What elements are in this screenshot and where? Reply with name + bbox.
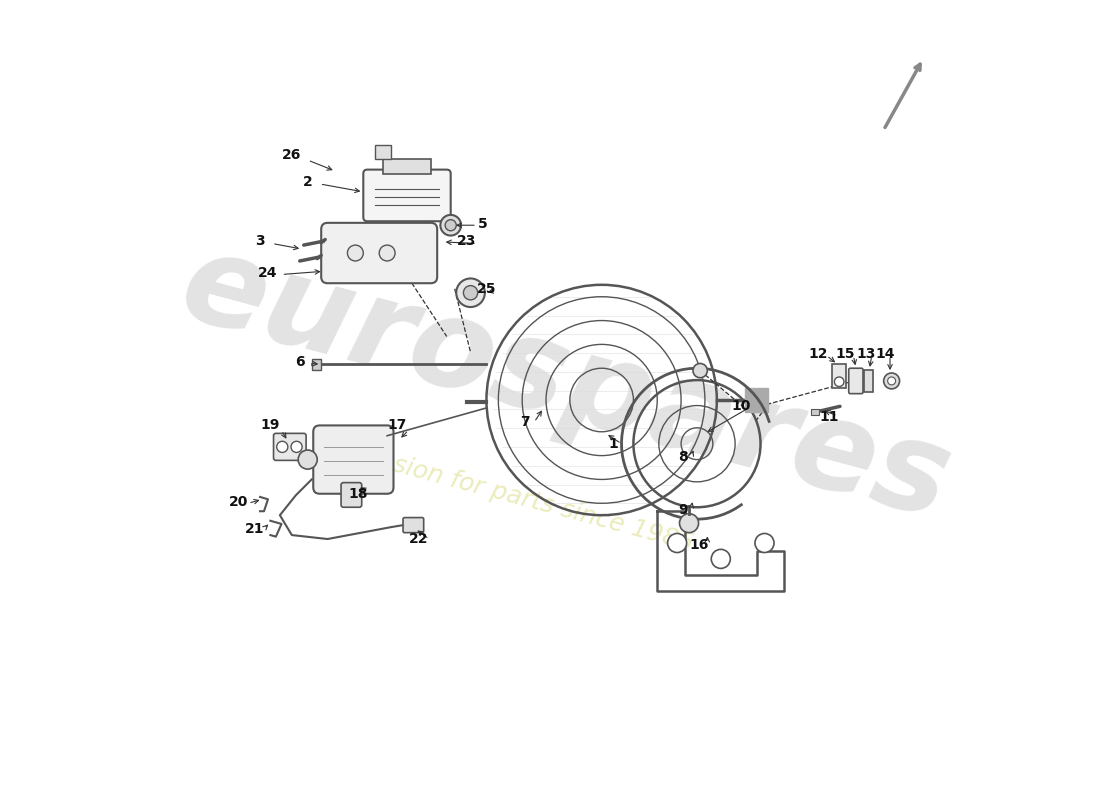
- Text: 20: 20: [229, 494, 249, 509]
- Circle shape: [440, 215, 461, 235]
- Text: 18: 18: [348, 486, 367, 501]
- Circle shape: [668, 534, 686, 553]
- Circle shape: [292, 442, 302, 453]
- Text: 17: 17: [388, 418, 407, 433]
- Text: 16: 16: [690, 538, 710, 551]
- FancyBboxPatch shape: [274, 434, 306, 460]
- Text: 13: 13: [857, 347, 876, 361]
- Circle shape: [712, 550, 730, 569]
- Circle shape: [456, 278, 485, 307]
- Circle shape: [298, 450, 317, 469]
- FancyBboxPatch shape: [321, 223, 437, 283]
- Circle shape: [835, 377, 844, 386]
- Circle shape: [463, 286, 477, 300]
- Text: 5: 5: [477, 217, 487, 230]
- Circle shape: [888, 377, 895, 385]
- FancyBboxPatch shape: [341, 482, 362, 507]
- Bar: [811, 409, 818, 415]
- Text: 9: 9: [679, 502, 689, 517]
- Text: a passion for parts since 1985: a passion for parts since 1985: [324, 435, 696, 556]
- Bar: [864, 370, 873, 392]
- Text: 24: 24: [258, 266, 277, 280]
- Bar: [311, 358, 321, 370]
- Text: 25: 25: [476, 282, 496, 296]
- Text: 23: 23: [456, 234, 476, 248]
- FancyBboxPatch shape: [403, 518, 424, 533]
- Text: 12: 12: [808, 347, 828, 361]
- FancyBboxPatch shape: [849, 368, 864, 394]
- Circle shape: [277, 442, 288, 453]
- Bar: [375, 145, 392, 159]
- Text: 2: 2: [302, 174, 312, 189]
- Circle shape: [446, 220, 456, 230]
- Text: 19: 19: [261, 418, 280, 433]
- Text: 8: 8: [679, 450, 689, 464]
- Circle shape: [680, 514, 698, 533]
- Circle shape: [348, 245, 363, 261]
- Bar: [383, 159, 431, 174]
- Circle shape: [379, 245, 395, 261]
- Text: 10: 10: [732, 399, 750, 414]
- Text: 1: 1: [608, 437, 618, 450]
- FancyBboxPatch shape: [314, 426, 394, 494]
- Text: 22: 22: [409, 532, 429, 546]
- FancyBboxPatch shape: [363, 170, 451, 222]
- Text: 26: 26: [282, 148, 301, 162]
- Bar: [745, 388, 769, 412]
- Circle shape: [693, 363, 707, 378]
- Text: 15: 15: [836, 347, 856, 361]
- Text: 7: 7: [520, 415, 529, 430]
- Bar: [832, 364, 846, 388]
- Text: 14: 14: [876, 347, 895, 361]
- Circle shape: [883, 373, 900, 389]
- Text: 6: 6: [295, 355, 305, 369]
- Text: 21: 21: [244, 522, 264, 536]
- Text: eurospares: eurospares: [168, 223, 964, 545]
- Text: 3: 3: [255, 234, 265, 248]
- Text: 11: 11: [820, 410, 839, 425]
- Circle shape: [755, 534, 774, 553]
